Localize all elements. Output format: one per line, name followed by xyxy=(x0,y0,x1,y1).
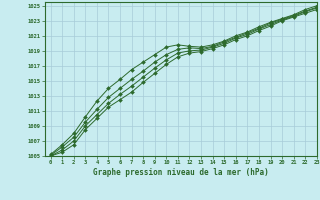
X-axis label: Graphe pression niveau de la mer (hPa): Graphe pression niveau de la mer (hPa) xyxy=(93,168,269,177)
